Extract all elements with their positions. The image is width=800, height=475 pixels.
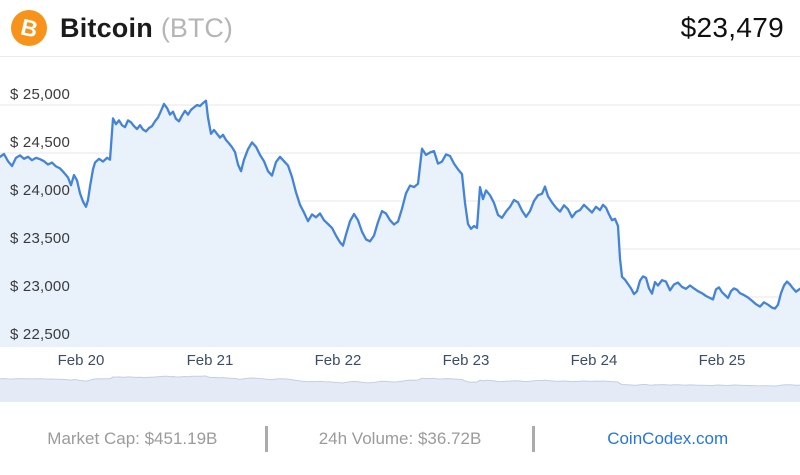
x-axis-label: Feb 21 <box>186 352 234 369</box>
bitcoin-icon: B <box>11 10 47 46</box>
price-line <box>0 99 800 310</box>
divider <box>532 425 536 452</box>
y-axis-label: $ 23,000 <box>10 278 70 295</box>
x-axis-label: Feb 23 <box>442 352 490 369</box>
footer-stats: Market Cap: $451.19B 24h Volume: $36.72B… <box>0 402 800 475</box>
coin-ticker: (BTC) <box>160 12 233 43</box>
x-axis-label: Feb 22 <box>314 352 362 369</box>
navigator-line <box>0 375 800 387</box>
x-axis-label: Feb 25 <box>698 352 746 369</box>
bitcoin-glyph: B <box>18 12 41 43</box>
price-area <box>0 100 800 347</box>
price-chart-svg[interactable] <box>0 57 800 372</box>
price-chart[interactable]: $ 25,000 $ 24,500 $ 24,000 $ 23,500 $ 23,000… <box>0 57 800 372</box>
y-axis-label: $ 22,500 <box>10 326 70 343</box>
x-axis-label: Feb 20 <box>57 352 105 369</box>
current-price: $23,479 <box>680 12 784 43</box>
coin-name: Bitcoin <box>60 12 153 43</box>
chart-navigator[interactable] <box>0 372 800 402</box>
volume-24h: 24h Volume: $36.72B <box>318 428 482 448</box>
y-axis-label: $ 24,000 <box>10 182 70 199</box>
divider <box>264 425 268 452</box>
y-axis-label: $ 25,000 <box>10 86 70 103</box>
navigator-area <box>0 376 800 402</box>
y-axis-label: $ 24,500 <box>10 134 70 151</box>
y-axis-label: $ 23,500 <box>10 230 70 247</box>
header: B Bitcoin (BTC) $23,479 <box>0 0 800 57</box>
navigator-svg[interactable] <box>0 372 800 402</box>
market-cap: Market Cap: $451.19B <box>47 428 218 448</box>
x-axis-label: Feb 24 <box>570 352 618 369</box>
coincodex-link[interactable]: CoinCodex.com <box>607 428 729 448</box>
